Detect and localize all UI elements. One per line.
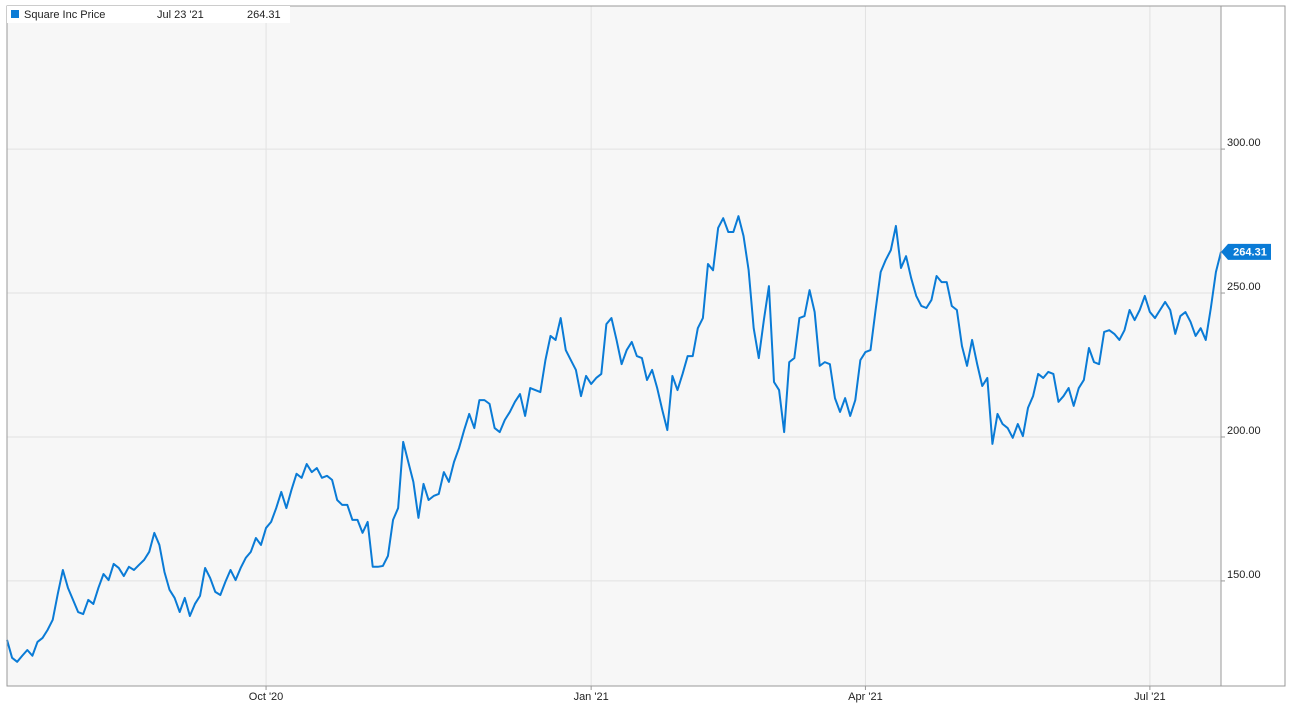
- x-tick-label: Jul '21: [1134, 691, 1165, 703]
- marks: [6, 215, 1222, 663]
- price-line: [6, 215, 1222, 663]
- y-tick-label: 200.00: [1227, 425, 1261, 437]
- x-tick-label: Apr '21: [848, 691, 883, 703]
- y-tick-label: 300.00: [1227, 137, 1261, 149]
- x-tick-label: Jan '21: [574, 691, 609, 703]
- grid: [7, 6, 1221, 686]
- y-tick-label: 150.00: [1227, 569, 1261, 581]
- last-value-tag: [1221, 243, 1271, 260]
- y-tick-label: 250.00: [1227, 281, 1261, 293]
- x-tick-label: Oct '20: [249, 691, 284, 703]
- legend-box: [7, 6, 290, 23]
- legend-value: 264.31: [247, 9, 281, 21]
- legend-label: Square Inc Price: [24, 9, 105, 21]
- plot-background: [7, 6, 1221, 686]
- legend-swatch: [11, 10, 19, 18]
- frame: [6, 5, 1286, 687]
- last-value-label: 264.31: [1233, 247, 1267, 259]
- legend-date: Jul 23 '21: [157, 9, 204, 21]
